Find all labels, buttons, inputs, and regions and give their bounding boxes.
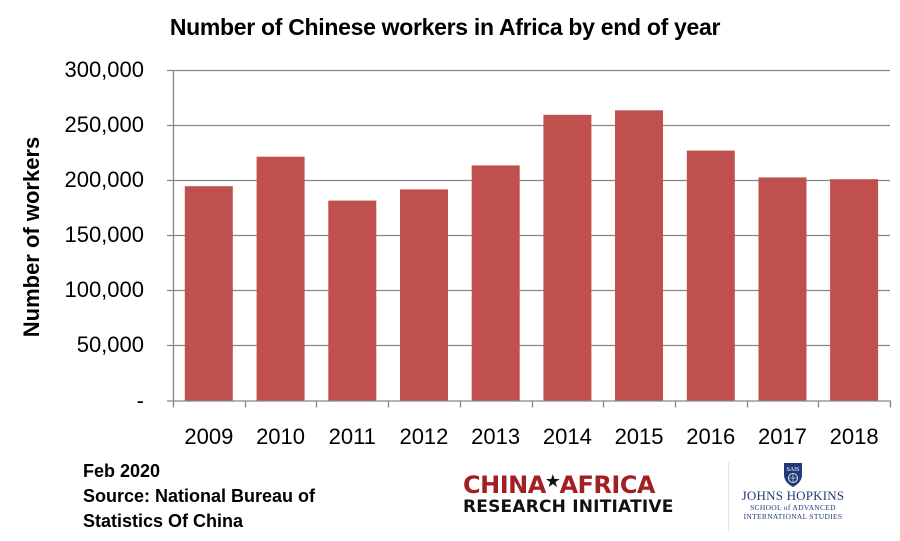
- source-note-line2: Statistics Of China: [83, 511, 244, 531]
- jhu-school-line1: SCHOOL of ADVANCED: [750, 503, 836, 512]
- bar-2009: [184, 186, 233, 401]
- x-tick-label: 2012: [399, 424, 449, 449]
- x-tick-label: 2009: [184, 424, 234, 449]
- y-tick-label: 150,000: [64, 222, 144, 248]
- sais-shield-icon: SAIS: [784, 463, 802, 487]
- x-tick-label: 2018: [829, 424, 879, 449]
- x-tick-label: 2016: [686, 424, 736, 449]
- y-tick-label: 50,000: [76, 332, 144, 358]
- y-tick-label: 200,000: [64, 167, 144, 193]
- car-logo-top: CHINA★AFRICA: [463, 469, 725, 498]
- bar-2015: [615, 110, 663, 401]
- x-tick-label: 2010: [256, 424, 306, 449]
- bar-2010: [256, 156, 305, 401]
- chart-footer: Feb 2020 Source: National Bureau of Stat…: [83, 459, 315, 534]
- chart-title: Number of Chinese workers in Africa by e…: [169, 14, 721, 40]
- y-tick-label: 300,000: [64, 57, 144, 83]
- china-africa-research-initiative-logo: CHINA★AFRICA RESEARCH INITIATIVE: [463, 469, 725, 516]
- bar-2017: [758, 177, 807, 401]
- car-logo-bottom: RESEARCH INITIATIVE: [463, 497, 674, 517]
- x-tick-label: 2017: [757, 424, 807, 449]
- x-tick-label: 2011: [328, 424, 376, 449]
- car-logo-china: CHINA: [463, 471, 546, 499]
- bar-2018: [830, 179, 879, 401]
- y-tick-label: 100,000: [64, 277, 144, 303]
- logo-divider: [728, 462, 729, 532]
- x-tick-label: 2013: [471, 424, 521, 449]
- bar-2014: [543, 114, 592, 401]
- bar-2012: [400, 189, 448, 401]
- axes: [167, 70, 892, 408]
- bar-2011: [328, 200, 377, 401]
- date-note: Feb 2020: [83, 461, 161, 481]
- y-tick-label: 250,000: [64, 112, 144, 138]
- y-tick-label: -: [136, 387, 144, 413]
- source-note-line1: Source: National Bureau of: [83, 486, 316, 506]
- johns-hopkins-sais-logo: SAIS JOHNS HOPKINS SCHOOL of ADVANCED IN…: [738, 462, 848, 521]
- x-tick-label: 2014: [542, 424, 592, 449]
- svg-text:SAIS: SAIS: [786, 467, 799, 473]
- bar-series: [184, 110, 879, 401]
- bar-2013: [471, 165, 520, 401]
- star-icon: ★: [544, 471, 561, 492]
- x-tick-label: 2015: [614, 424, 664, 449]
- car-logo-africa: AFRICA: [559, 471, 656, 499]
- jhu-school-line2: INTERNATIONAL STUDIES: [743, 512, 843, 521]
- bar-2016: [686, 150, 735, 401]
- jhu-name: JOHNS HOPKINS: [741, 488, 845, 503]
